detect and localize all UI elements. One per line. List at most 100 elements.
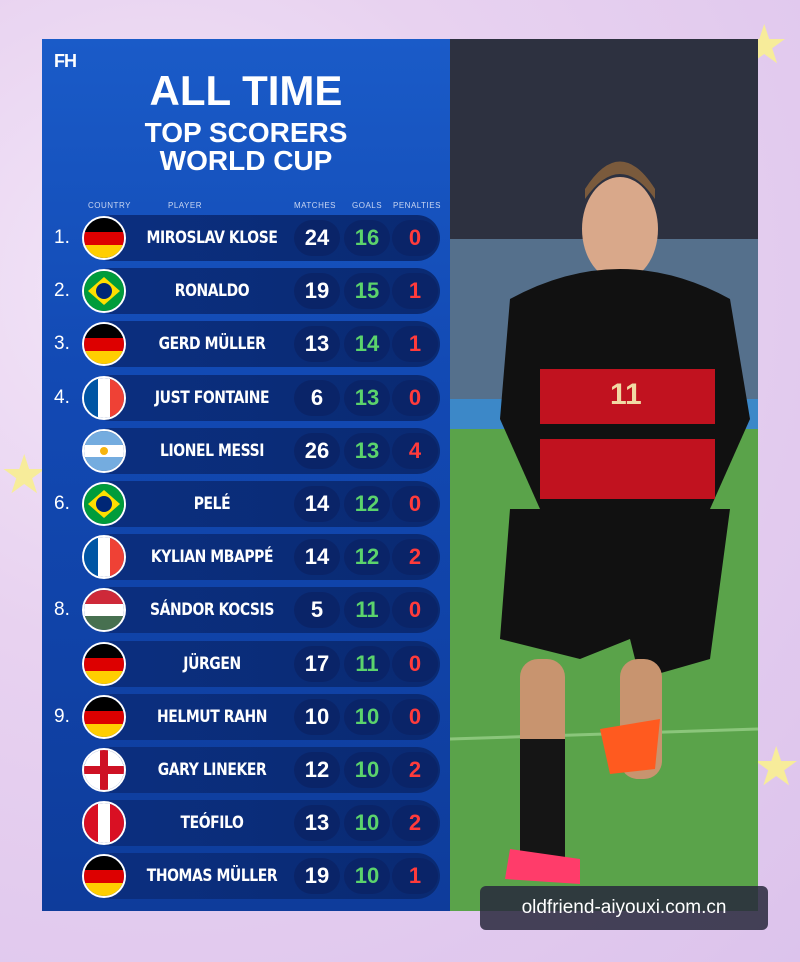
- rank-label: 6.: [54, 493, 70, 514]
- goals-value: 10: [354, 863, 380, 889]
- table-row: THOMAS MÜLLER 19 10 1: [82, 853, 440, 900]
- goals-value: 11: [355, 650, 379, 676]
- star-decoration-icon: ★: [752, 737, 800, 797]
- goals-value: 11: [355, 597, 379, 623]
- table-row: TEÓFILO CUBILLAS 13 10 2: [82, 800, 440, 879]
- table-row: GARY LINEKER 12 10 2: [82, 747, 440, 793]
- stat-pill: [344, 379, 390, 416]
- penalties-value: 0: [408, 384, 422, 410]
- title-line-2: TOP SCORERS: [144, 117, 348, 148]
- matches-value: 14: [304, 544, 330, 570]
- stat-pill: [294, 752, 340, 788]
- rank-label: [54, 428, 84, 474]
- england-flag-icon: [82, 748, 126, 792]
- hungary-flag-icon: [82, 588, 126, 633]
- penalties-value: 0: [408, 225, 422, 250]
- germany-flag-icon: [82, 854, 126, 899]
- goals-value: 12: [354, 491, 380, 516]
- header-player: PLAYER: [168, 201, 202, 210]
- stat-pill: [294, 326, 340, 363]
- stat-pill: [392, 432, 438, 469]
- table-row: GERD MÜLLER 13 14 1: [82, 321, 440, 368]
- france-flag-icon: [82, 375, 126, 420]
- brand-logo: FH: [54, 51, 77, 71]
- stat-pill: [294, 645, 340, 682]
- stat-pill: [344, 752, 390, 788]
- matches-value: 17: [304, 650, 330, 676]
- stat-pill: [294, 273, 340, 310]
- stat-pill: [344, 698, 390, 735]
- matches-value: 10: [304, 703, 330, 729]
- player-name: MIROSLAV KLOSE: [146, 228, 278, 248]
- matches-value: 26: [304, 437, 330, 463]
- stat-pill: [392, 858, 438, 895]
- stat-pill: [344, 432, 390, 469]
- matches-value: 19: [304, 863, 330, 889]
- germany-flag-icon: [82, 322, 126, 367]
- germany-flag-icon: [82, 694, 126, 739]
- rank-label: 8.: [54, 599, 70, 621]
- rank-label: [54, 747, 84, 793]
- peru-flag-icon: [82, 801, 126, 846]
- stat-pill: [294, 486, 340, 522]
- table-row: SÁNDOR KOCSIS 5 11 0: [82, 587, 440, 634]
- player-name: JÜRGEN KLINSMANN: [167, 653, 258, 720]
- stat-pill: [294, 592, 340, 629]
- goals-value: 16: [354, 225, 380, 250]
- germany-flag-icon: [82, 641, 126, 686]
- goals-value: 12: [354, 544, 380, 570]
- stat-pill: [344, 326, 390, 363]
- table-row: PELÉ 14 12 0: [82, 481, 440, 527]
- matches-value: 24: [304, 225, 330, 250]
- jersey-number: 11: [610, 378, 642, 411]
- stat-pill: [392, 805, 438, 842]
- rank-label: [54, 641, 84, 687]
- matches-value: 13: [304, 810, 330, 836]
- penalties-value: 2: [408, 757, 422, 782]
- penalties-value: 0: [408, 703, 422, 729]
- stat-pill: [294, 698, 340, 735]
- header-matches: MATCHES: [294, 201, 337, 210]
- stat-pill: [392, 645, 438, 682]
- matches-value: 5: [310, 597, 324, 623]
- table-row: JUST FONTAINE 6 13 0: [82, 374, 440, 421]
- scorers-table-panel: FH ALL TIME TOP SCORERS WORLD CUP COUNTR…: [42, 39, 450, 911]
- stat-pill: [344, 220, 390, 256]
- table-row: MIROSLAV KLOSE 24 16 0: [82, 215, 440, 261]
- rank-label: 4.: [54, 386, 70, 408]
- stat-pill: [392, 379, 438, 416]
- rank-label: 1.: [54, 227, 70, 248]
- penalties-value: 0: [408, 491, 422, 516]
- brazil-flag-icon: [82, 482, 126, 526]
- title-line-1: ALL TIME: [149, 67, 343, 114]
- goals-value: 15: [354, 278, 380, 304]
- matches-value: 19: [304, 278, 330, 304]
- matches-value: 14: [304, 491, 330, 516]
- penalties-value: 1: [408, 331, 422, 357]
- star-decoration-icon: ★: [0, 445, 49, 505]
- france-flag-icon: [82, 535, 126, 580]
- table-row: HELMUT RAHN 10 10 0: [82, 693, 440, 740]
- watermark: oldfriend-aiyouxi.com.cn: [480, 886, 768, 930]
- stat-pill: [392, 273, 438, 310]
- player-name: LIONEL MESSI: [160, 440, 264, 461]
- stat-pill: [294, 379, 340, 416]
- matches-value: 13: [304, 331, 330, 357]
- penalties-value: 2: [408, 810, 422, 836]
- stat-pill: [392, 486, 438, 522]
- stat-pill: [294, 539, 340, 576]
- goals-value: 10: [354, 703, 380, 729]
- player-name: THOMAS MÜLLER: [146, 866, 278, 887]
- penalties-value: 4: [408, 437, 422, 463]
- penalties-value: 1: [408, 863, 422, 889]
- stat-pill: [392, 592, 438, 629]
- penalties-value: 0: [408, 597, 422, 623]
- player-name: SÁNDOR KOCSIS: [150, 600, 274, 621]
- stat-pill: [392, 326, 438, 363]
- goals-value: 13: [354, 437, 380, 463]
- table-row: KYLIAN MBAPPÉ 14 12 2: [82, 534, 440, 581]
- goals-value: 14: [354, 331, 380, 357]
- player-name: GERD MÜLLER: [158, 334, 266, 355]
- penalties-value: 2: [408, 544, 422, 570]
- goals-value: 13: [354, 384, 380, 410]
